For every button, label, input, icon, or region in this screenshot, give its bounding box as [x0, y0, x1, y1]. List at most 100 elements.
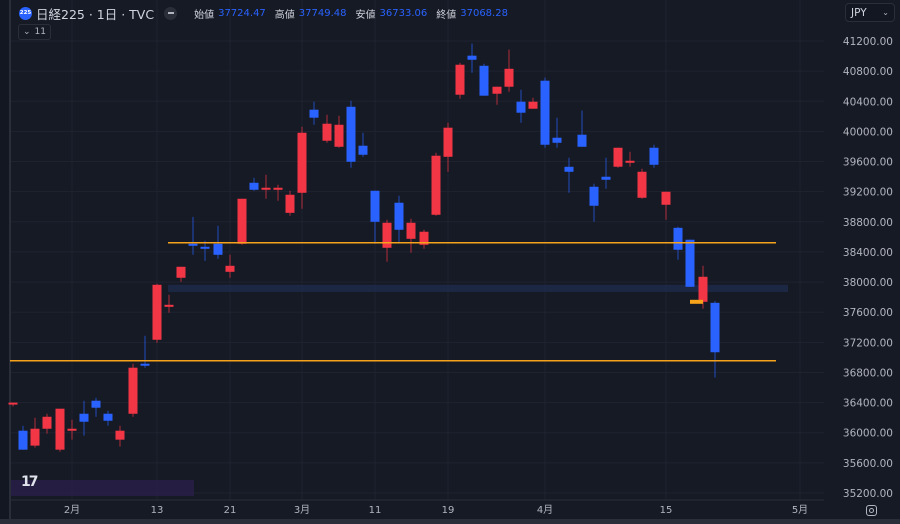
candle-body[interactable]	[637, 171, 647, 198]
volume-zone	[11, 480, 194, 496]
high-label: 高値	[274, 9, 295, 21]
candle-body[interactable]	[528, 101, 538, 109]
candle-body[interactable]	[322, 123, 332, 141]
candle-body[interactable]	[601, 176, 611, 180]
price-axis-label: 35200.00	[843, 488, 893, 500]
price-axis-label: 39200.00	[843, 187, 893, 199]
candle-body[interactable]	[492, 86, 502, 94]
candle-body[interactable]	[577, 134, 587, 147]
candle-body[interactable]	[273, 187, 283, 190]
candle-body[interactable]	[540, 80, 550, 145]
price-axis-label: 36400.00	[843, 398, 893, 410]
candle-body[interactable]	[467, 55, 477, 60]
candle-body[interactable]	[176, 266, 186, 278]
time-axis-label: 13	[151, 505, 164, 516]
price-marker[interactable]	[690, 299, 703, 304]
candle-body[interactable]	[516, 101, 526, 113]
minus-icon	[167, 12, 174, 14]
time-axis-label: 4月	[537, 504, 553, 516]
candle-body[interactable]	[589, 186, 599, 206]
price-zone[interactable]	[168, 284, 788, 292]
candle-body[interactable]	[297, 132, 307, 193]
candle-body[interactable]	[346, 106, 356, 162]
price-axis-label: 38400.00	[843, 247, 893, 259]
candle-body[interactable]	[285, 194, 295, 213]
candle-body[interactable]	[564, 166, 574, 172]
price-axis-label: 35600.00	[843, 458, 893, 470]
time-axis-label: 3月	[294, 504, 310, 516]
candle-body[interactable]	[382, 222, 392, 248]
candle-body[interactable]	[188, 243, 198, 246]
candle-body[interactable]	[455, 64, 465, 95]
candle-body[interactable]	[18, 430, 28, 450]
candle-body[interactable]	[140, 363, 150, 366]
candle-body[interactable]	[164, 304, 174, 307]
candle-body[interactable]	[152, 284, 162, 340]
symbol-title[interactable]: 日経225 · 1日 · TVC	[36, 6, 155, 22]
candle-body[interactable]	[661, 191, 671, 205]
candle-body[interactable]	[309, 109, 319, 118]
candle-body[interactable]	[673, 227, 683, 250]
time-axis-label: 19	[442, 505, 455, 516]
tradingview-logo-icon[interactable]: 17	[21, 474, 39, 490]
candle-body[interactable]	[8, 402, 18, 405]
price-axis-label: 38000.00	[843, 277, 893, 289]
price-axis-label: 39600.00	[843, 157, 893, 169]
candle-body[interactable]	[237, 198, 247, 244]
indicators-collapse-button[interactable]: ⌄ 11	[18, 24, 51, 40]
candle-body[interactable]	[115, 430, 125, 440]
price-axis-label: 40800.00	[843, 66, 893, 78]
hide-series-button[interactable]	[164, 6, 178, 20]
candle-body[interactable]	[79, 413, 89, 422]
candle-body[interactable]	[613, 147, 623, 167]
candle-body[interactable]	[30, 428, 40, 446]
candle-body[interactable]	[249, 182, 259, 190]
candle-body[interactable]	[625, 160, 635, 163]
indicator-count: 11	[34, 27, 46, 37]
time-axis-label: 21	[224, 505, 237, 516]
candle-body[interactable]	[128, 367, 138, 414]
candle-body[interactable]	[685, 239, 695, 287]
series-legend: 225 日経225 · 1日 · TVC 始値 37724.47 高値 37749.…	[19, 5, 508, 22]
open-label: 始値	[194, 9, 215, 21]
price-axis-label: 40000.00	[843, 126, 893, 138]
currency-selector[interactable]: JPY ⌄	[845, 3, 895, 22]
candle-body[interactable]	[67, 428, 77, 431]
candle-body[interactable]	[103, 413, 113, 421]
candle-body[interactable]	[710, 302, 720, 353]
candle-body[interactable]	[358, 145, 368, 155]
candle-body[interactable]	[406, 222, 416, 239]
high-value: 37749.48	[298, 7, 347, 19]
candle-body[interactable]	[479, 65, 489, 96]
candle-body[interactable]	[443, 127, 453, 157]
candle-body[interactable]	[42, 416, 52, 429]
open-value: 37724.47	[218, 7, 266, 19]
candle-body[interactable]	[552, 137, 562, 143]
candle-body[interactable]	[504, 68, 514, 87]
candle-body[interactable]	[91, 400, 101, 408]
candle-body[interactable]	[394, 202, 404, 230]
candle-body[interactable]	[213, 243, 223, 255]
bottom-border	[0, 519, 900, 524]
price-axis-label: 41200.00	[843, 36, 893, 48]
candle-body[interactable]	[370, 190, 380, 222]
price-axis-label: 38800.00	[843, 217, 893, 229]
candle-body[interactable]	[419, 231, 429, 245]
candle-body[interactable]	[225, 265, 235, 272]
candle-body[interactable]	[334, 124, 344, 147]
candle-body[interactable]	[698, 276, 708, 302]
close-label: 終値	[436, 9, 457, 21]
candle-body[interactable]	[431, 155, 441, 215]
candle-body[interactable]	[55, 408, 65, 450]
settings-gear-icon[interactable]	[866, 505, 877, 516]
close-value: 37068.28	[460, 7, 508, 19]
candle-body[interactable]	[649, 147, 659, 165]
time-axis-label: 11	[369, 505, 382, 516]
price-axis-label: 36800.00	[843, 367, 893, 379]
price-axis-label: 36000.00	[843, 428, 893, 440]
currency-label: JPY	[851, 6, 867, 19]
price-axis-label: 37200.00	[843, 337, 893, 349]
candle-body[interactable]	[261, 187, 271, 190]
candle-body[interactable]	[200, 246, 210, 249]
